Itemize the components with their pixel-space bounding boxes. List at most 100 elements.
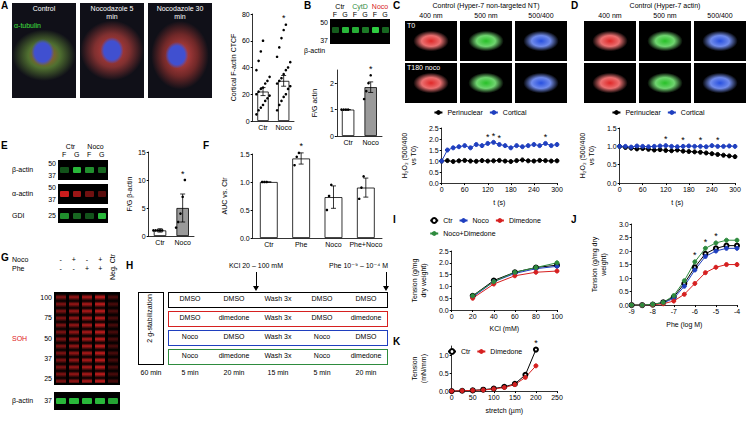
svg-text:*: *: [681, 135, 685, 145]
svg-text:Perinuclear: Perinuclear: [625, 109, 661, 116]
svg-text:Tension: Tension: [411, 356, 418, 380]
svg-text:5: 5: [142, 205, 146, 212]
svg-text:-6: -6: [692, 308, 698, 315]
svg-text:0.0: 0.0: [619, 302, 629, 309]
svg-text:60: 60: [511, 313, 519, 320]
svg-text:-7: -7: [671, 308, 677, 315]
svg-text:Phe: Phe: [295, 241, 308, 248]
svg-text:t (s): t (s): [671, 199, 683, 207]
svg-text:*: *: [486, 132, 490, 142]
svg-text:2.5: 2.5: [439, 248, 449, 255]
svg-text:240: 240: [706, 186, 718, 193]
svg-text:3.0: 3.0: [619, 221, 629, 228]
svg-text:1.5: 1.5: [439, 271, 449, 278]
svg-text:20: 20: [469, 313, 477, 320]
svg-text:180: 180: [683, 186, 695, 193]
svg-text:t (s): t (s): [493, 199, 505, 207]
svg-text:Noco: Noco: [174, 239, 190, 246]
svg-text:Cortical F-actin CTCF: Cortical F-actin CTCF: [230, 34, 237, 102]
svg-text:120: 120: [660, 186, 672, 193]
svg-text:*: *: [704, 237, 708, 247]
svg-text:*: *: [282, 13, 286, 23]
svg-text:0: 0: [618, 186, 622, 193]
svg-text:250: 250: [551, 394, 563, 401]
svg-text:weight): weight): [600, 253, 608, 277]
svg-text:*: *: [181, 169, 185, 179]
svg-text:1.0: 1.0: [439, 283, 449, 290]
svg-text:-4: -4: [734, 308, 740, 315]
svg-text:1.0: 1.0: [439, 352, 449, 359]
svg-text:15: 15: [138, 149, 146, 156]
svg-text:Noco: Noco: [325, 241, 341, 248]
svg-text:0.0: 0.0: [429, 180, 439, 187]
svg-text:1.0: 1.0: [619, 275, 629, 282]
svg-text:Cortical: Cortical: [503, 109, 527, 116]
svg-text:0: 0: [450, 313, 454, 320]
svg-text:1.0: 1.0: [429, 158, 439, 165]
svg-text:10: 10: [138, 177, 146, 184]
svg-text:300: 300: [729, 186, 741, 193]
svg-text:40: 40: [490, 313, 498, 320]
svg-text:1.0: 1.0: [607, 143, 617, 150]
svg-text:*: *: [498, 133, 502, 143]
svg-text:0.5: 0.5: [607, 161, 617, 168]
svg-text:*: *: [544, 132, 548, 142]
svg-text:KCl (mM): KCl (mM): [490, 325, 520, 333]
svg-text:2.5: 2.5: [429, 125, 439, 132]
svg-text:2.0: 2.0: [429, 136, 439, 143]
svg-text:vs T0): vs T0): [410, 146, 418, 165]
svg-text:(mN/mm): (mN/mm): [420, 354, 428, 383]
svg-text:100: 100: [488, 394, 500, 401]
svg-text:Ctr: Ctr: [264, 241, 274, 248]
svg-text:1.5: 1.5: [619, 261, 629, 268]
svg-text:0.5: 0.5: [439, 370, 449, 377]
svg-text:0: 0: [440, 186, 444, 193]
svg-text:80: 80: [532, 313, 540, 320]
svg-text:100: 100: [551, 313, 563, 320]
svg-text:Ctr: Ctr: [343, 139, 353, 146]
svg-text:0: 0: [330, 133, 334, 140]
svg-text:0.0: 0.0: [240, 235, 250, 242]
svg-text:1.5: 1.5: [607, 125, 617, 132]
svg-text:Tension (g/mg dry: Tension (g/mg dry: [591, 236, 599, 292]
svg-text:*: *: [534, 338, 538, 348]
svg-text:AUC vs. Ctr: AUC vs. Ctr: [221, 177, 228, 215]
svg-text:Phe (log M): Phe (log M): [666, 321, 702, 329]
svg-text:-9: -9: [629, 308, 635, 315]
svg-text:60: 60: [242, 37, 250, 44]
svg-text:0.5: 0.5: [240, 207, 250, 214]
svg-text:0.0: 0.0: [607, 180, 617, 187]
svg-text:Tension (g/mg: Tension (g/mg: [411, 258, 419, 302]
svg-text:120: 120: [482, 186, 494, 193]
svg-text:60: 60: [639, 186, 647, 193]
svg-text:vs T0): vs T0): [588, 146, 596, 165]
svg-text:*: *: [699, 135, 703, 145]
svg-text:40: 40: [242, 64, 250, 71]
svg-text:Ctr: Ctr: [443, 217, 453, 224]
svg-text:Phe+Noco: Phe+Noco: [349, 241, 382, 248]
svg-text:stretch (µm): stretch (µm): [486, 407, 523, 415]
svg-text:240: 240: [528, 186, 540, 193]
svg-text:*: *: [369, 64, 373, 74]
svg-text:60: 60: [461, 186, 469, 193]
svg-text:200: 200: [530, 394, 542, 401]
svg-text:2.0: 2.0: [439, 259, 449, 266]
svg-text:1.5: 1.5: [240, 151, 250, 158]
svg-text:0.5: 0.5: [429, 169, 439, 176]
svg-text:H₂O₂ (500/400: H₂O₂ (500/400: [579, 133, 587, 179]
svg-text:0.0: 0.0: [439, 388, 449, 395]
svg-text:F/G β-actin: F/G β-actin: [126, 177, 134, 212]
svg-text:50: 50: [469, 394, 477, 401]
svg-text:1: 1: [330, 106, 334, 113]
svg-text:180: 180: [505, 186, 517, 193]
svg-text:Cortical: Cortical: [681, 109, 705, 116]
svg-text:1.0: 1.0: [240, 179, 250, 186]
svg-text:*: *: [492, 131, 496, 141]
svg-text:0: 0: [142, 233, 146, 240]
svg-text:-8: -8: [650, 308, 656, 315]
svg-text:Ctr: Ctr: [258, 124, 268, 131]
svg-text:Noco+Dimedone: Noco+Dimedone: [443, 230, 495, 237]
svg-text:*: *: [693, 250, 697, 260]
svg-text:Noco: Noco: [363, 139, 379, 146]
svg-text:0.5: 0.5: [439, 295, 449, 302]
